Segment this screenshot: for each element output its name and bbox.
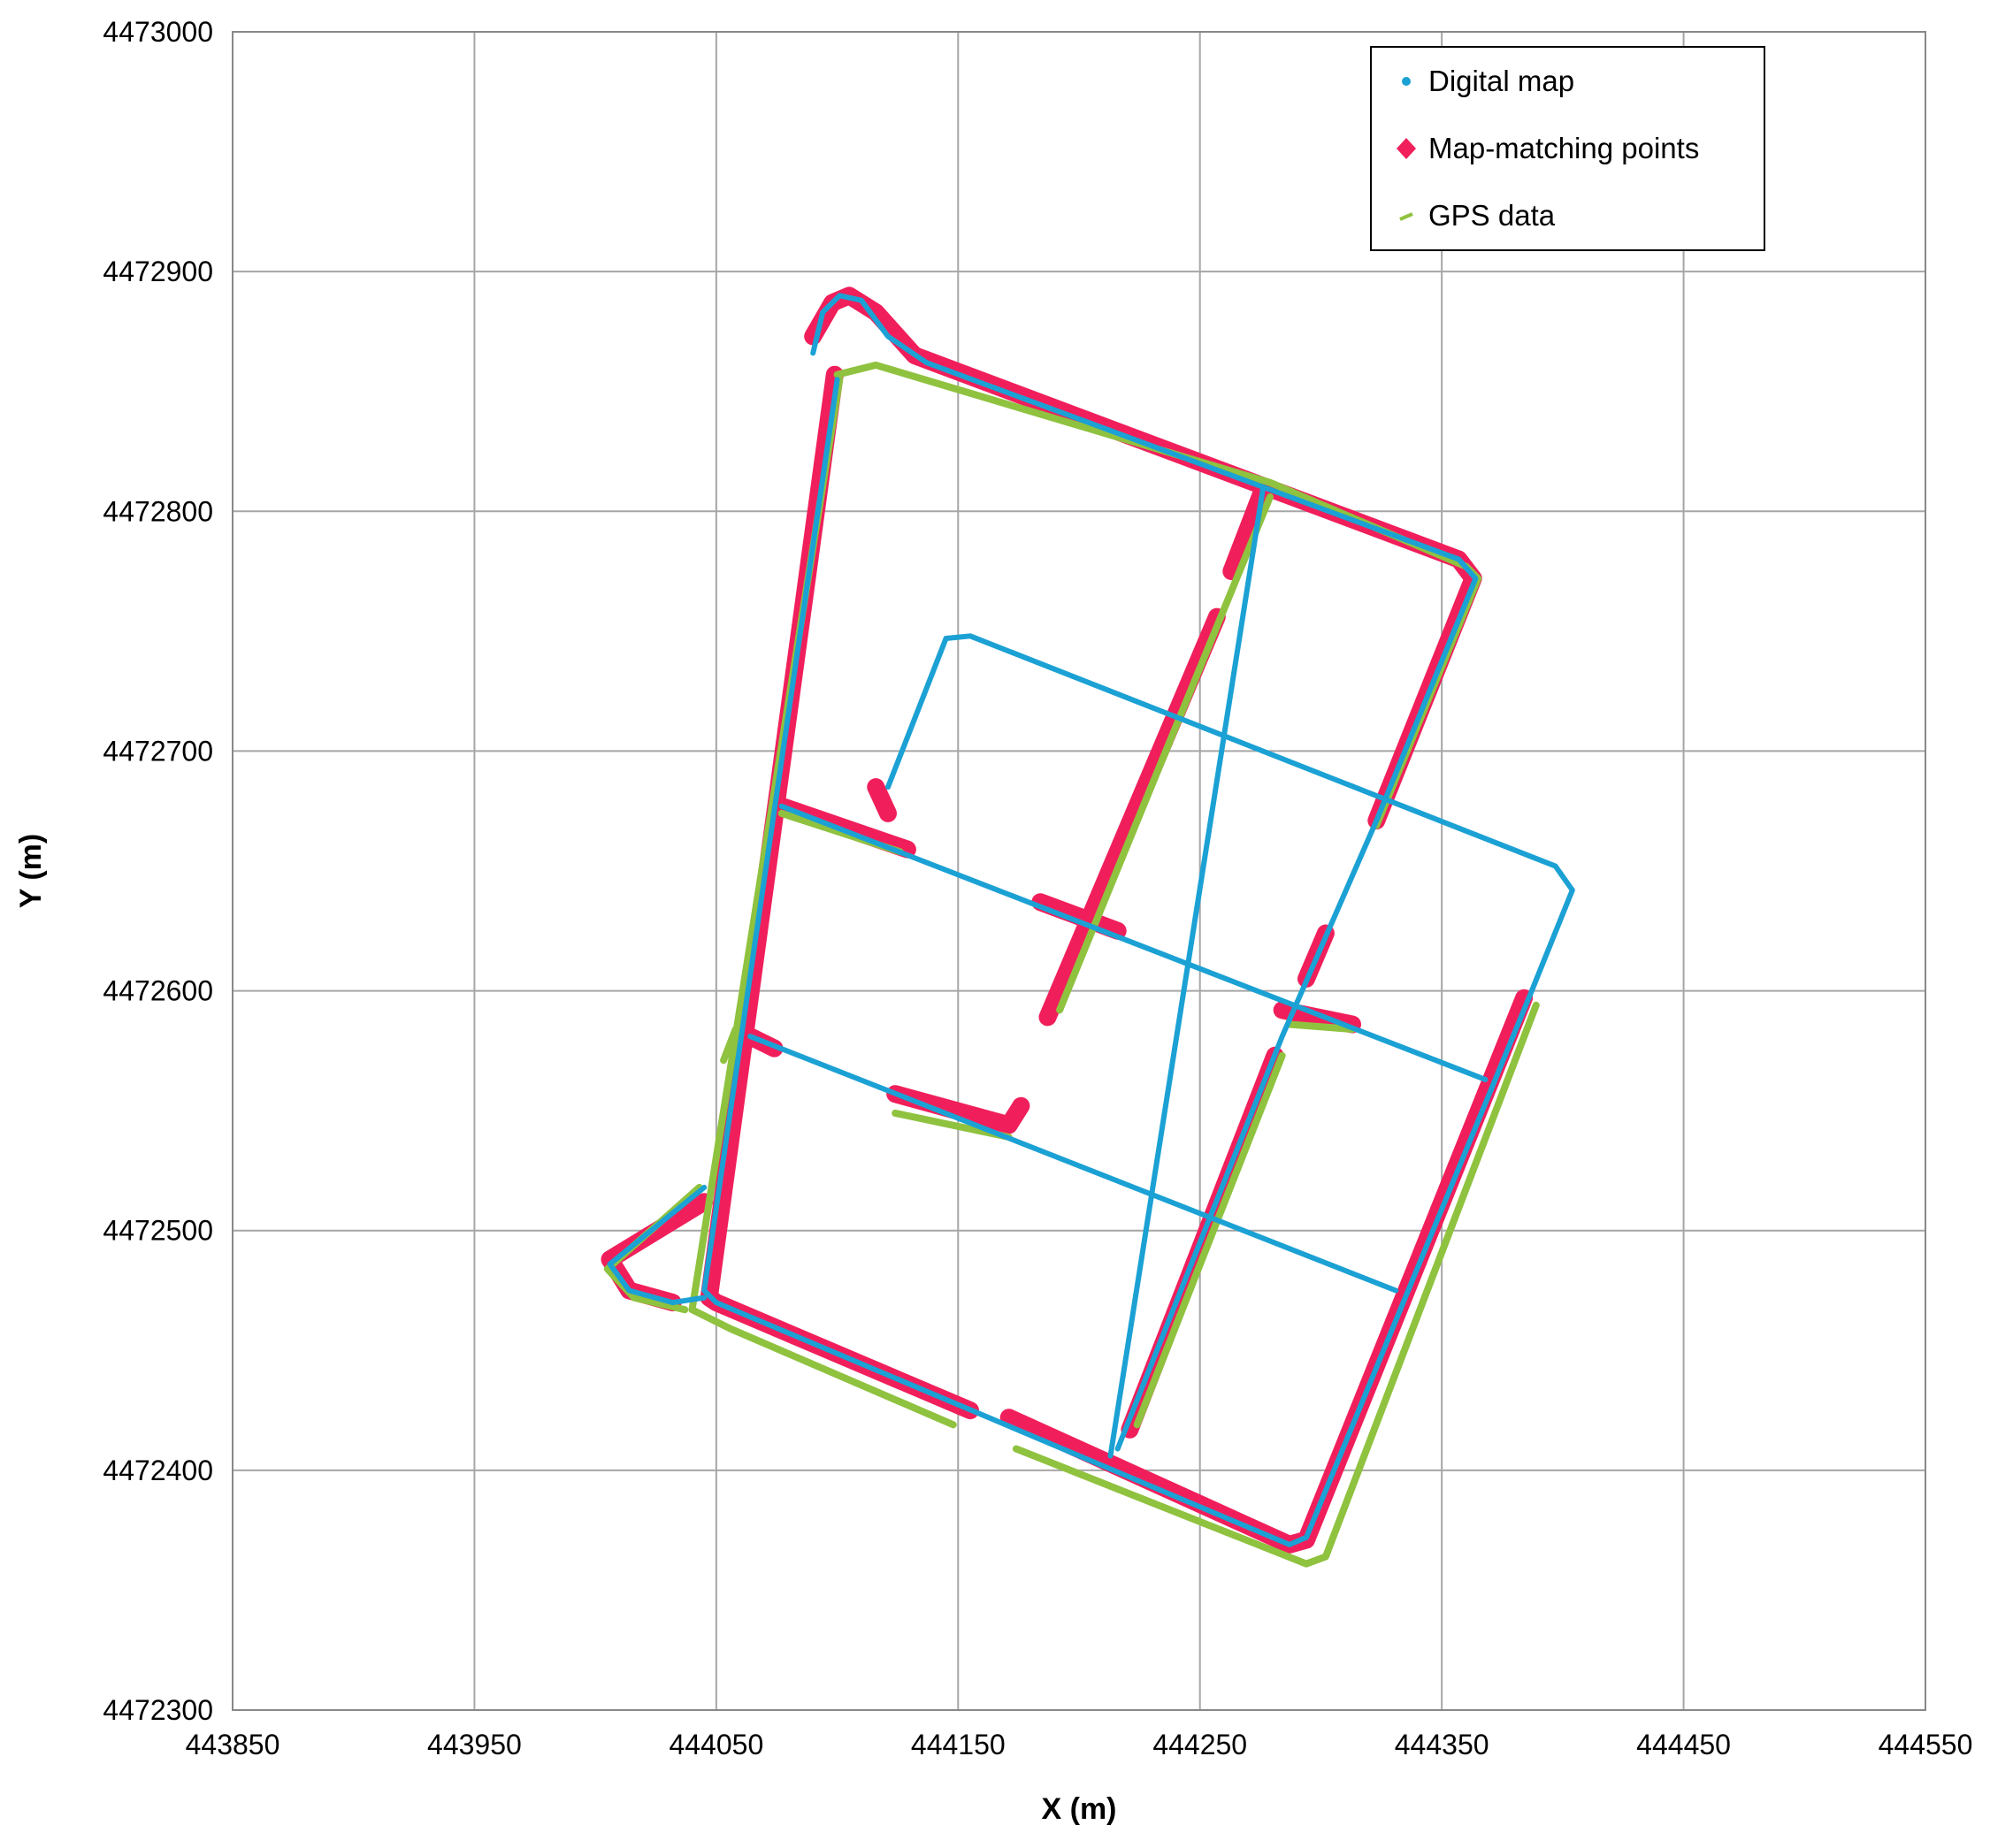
series-trace [607,293,1575,1547]
legend-marker [1402,77,1411,86]
legend-label: GPS data [1428,199,1556,232]
y-tick-label: 4472500 [103,1215,213,1247]
x-tick-label: 444050 [669,1729,763,1760]
y-tick-label: 4472400 [103,1455,213,1486]
legend-marker [1397,138,1416,159]
x-axis-title: X (m) [1042,1792,1117,1826]
y-tick-label: 4472800 [103,495,213,527]
x-tick-label: 443950 [427,1729,522,1760]
x-tick-label: 443850 [186,1729,280,1760]
legend-label: Digital map [1428,65,1574,97]
y-tick-label: 4472900 [103,256,213,287]
plot-area [601,286,1575,1568]
x-tick-label: 444350 [1395,1729,1489,1760]
x-tick-label: 444150 [911,1729,1006,1760]
y-tick-label: 4472300 [103,1694,213,1726]
y-tick-label: 4472600 [103,975,213,1007]
y-axis-title: Y (m) [14,834,48,908]
y-tick-label: 4473000 [103,16,213,48]
grid [232,31,1926,1711]
y-tick-label: 4472700 [103,735,213,767]
legend-label: Map-matching points [1428,132,1699,164]
legend-box [1370,46,1765,251]
series-trace [601,286,1534,1554]
x-tick-label: 444550 [1879,1729,1973,1760]
legend: Digital map Map-matching points GPS data [1370,46,1765,251]
legend-marker [1399,212,1413,221]
plot-border [232,31,1926,1711]
x-tick-label: 444450 [1636,1729,1731,1760]
x-tick-label: 444250 [1152,1729,1247,1760]
